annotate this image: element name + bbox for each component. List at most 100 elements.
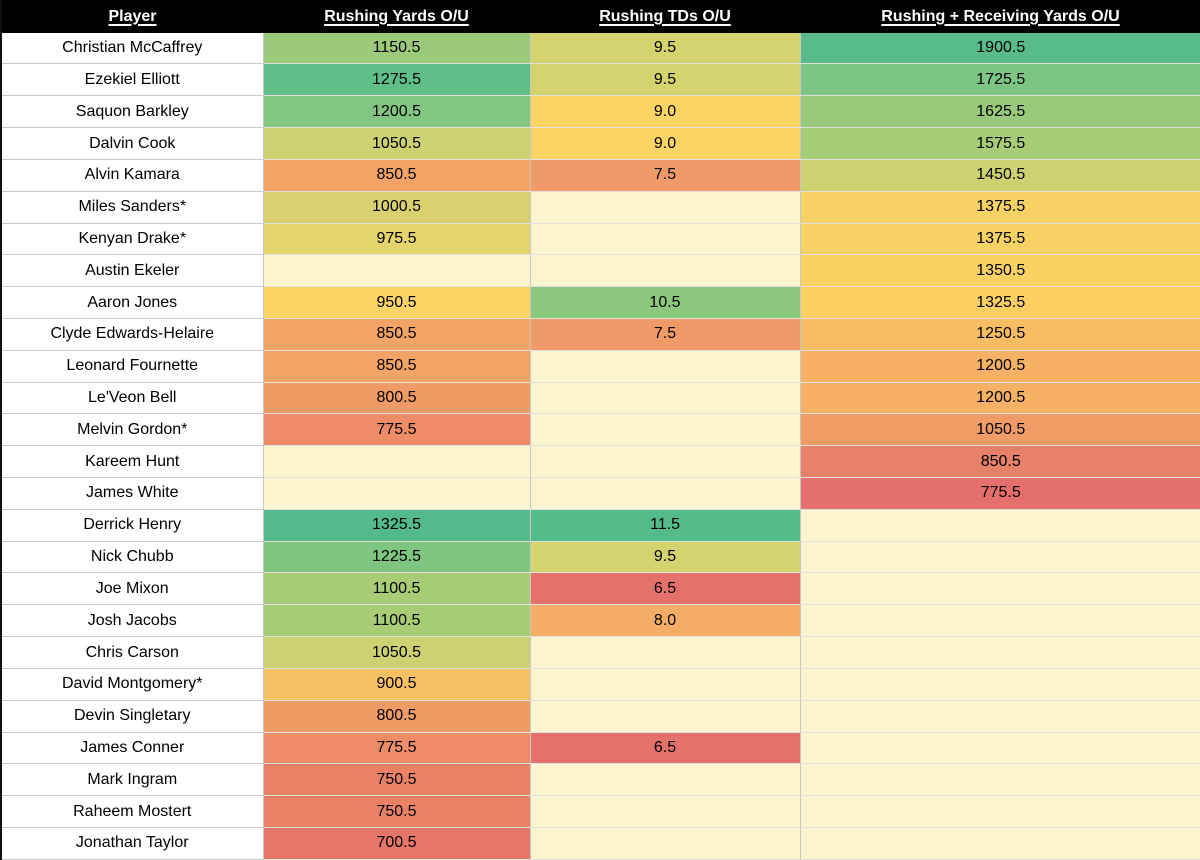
rushing-tds-cell[interactable] (529, 254, 800, 288)
rushing-receiving-yards-cell[interactable] (799, 700, 1200, 733)
rushing-yards-cell[interactable]: 750.5 (262, 763, 530, 797)
rushing-tds-cell[interactable] (529, 445, 800, 479)
rushing-receiving-yards-cell[interactable]: 1325.5 (799, 286, 1200, 319)
player-name-cell[interactable]: Jonathan Taylor (1, 827, 263, 860)
rushing-tds-cell[interactable] (529, 350, 800, 383)
column-header-rushing-tds[interactable]: Rushing TDs O/U (530, 0, 800, 33)
rushing-receiving-yards-cell[interactable]: 1200.5 (799, 350, 1200, 383)
rushing-tds-cell[interactable] (529, 763, 800, 797)
rushing-yards-cell[interactable]: 1325.5 (262, 509, 530, 542)
rushing-tds-cell[interactable] (529, 382, 800, 415)
rushing-tds-cell[interactable] (529, 477, 800, 510)
player-name-cell[interactable]: Ezekiel Elliott (1, 63, 263, 97)
rushing-receiving-yards-cell[interactable]: 1900.5 (799, 33, 1200, 65)
rushing-tds-cell[interactable] (529, 668, 800, 701)
player-name-cell[interactable]: Josh Jacobs (1, 604, 263, 638)
player-name-cell[interactable]: Le'Veon Bell (1, 382, 263, 415)
rushing-tds-cell[interactable]: 9.5 (529, 541, 800, 574)
rushing-tds-cell[interactable] (529, 827, 800, 860)
player-name-cell[interactable]: Leonard Fournette (1, 350, 263, 383)
rushing-yards-cell[interactable]: 1200.5 (262, 95, 530, 129)
rushing-yards-cell[interactable]: 850.5 (262, 159, 530, 192)
player-name-cell[interactable]: David Montgomery* (1, 668, 263, 701)
player-name-cell[interactable]: Chris Carson (1, 636, 263, 669)
rushing-receiving-yards-cell[interactable] (799, 636, 1200, 669)
player-name-cell[interactable]: Aaron Jones (1, 286, 263, 319)
rushing-tds-cell[interactable]: 8.0 (529, 604, 800, 638)
rushing-receiving-yards-cell[interactable] (799, 763, 1200, 797)
player-name-cell[interactable]: Mark Ingram (1, 763, 263, 797)
player-name-cell[interactable]: Christian McCaffrey (1, 33, 263, 65)
player-name-cell[interactable]: Kenyan Drake* (1, 223, 263, 256)
player-name-cell[interactable]: Raheem Mostert (1, 795, 263, 828)
rushing-yards-cell[interactable]: 850.5 (262, 318, 530, 351)
rushing-receiving-yards-cell[interactable] (799, 572, 1200, 606)
rushing-yards-cell[interactable]: 700.5 (262, 827, 530, 860)
rushing-yards-cell[interactable]: 1225.5 (262, 541, 530, 574)
rushing-tds-cell[interactable]: 6.5 (529, 732, 800, 765)
player-name-cell[interactable]: James Conner (1, 732, 263, 765)
player-name-cell[interactable]: Nick Chubb (1, 541, 263, 574)
rushing-receiving-yards-cell[interactable]: 1375.5 (799, 191, 1200, 224)
player-name-cell[interactable]: Clyde Edwards-Helaire (1, 318, 263, 351)
rushing-yards-cell[interactable]: 750.5 (262, 795, 530, 828)
rushing-tds-cell[interactable] (529, 636, 800, 669)
rushing-receiving-yards-cell[interactable] (799, 668, 1200, 701)
rushing-yards-cell[interactable]: 950.5 (262, 286, 530, 319)
rushing-receiving-yards-cell[interactable]: 1050.5 (799, 413, 1200, 447)
rushing-receiving-yards-cell[interactable]: 1250.5 (799, 318, 1200, 351)
rushing-receiving-yards-cell[interactable] (799, 827, 1200, 860)
rushing-tds-cell[interactable]: 9.0 (529, 95, 800, 129)
rushing-receiving-yards-cell[interactable]: 1350.5 (799, 254, 1200, 288)
rushing-receiving-yards-cell[interactable]: 1575.5 (799, 127, 1200, 160)
rushing-receiving-yards-cell[interactable]: 1375.5 (799, 223, 1200, 256)
column-header-player[interactable]: Player (1, 0, 263, 33)
rushing-receiving-yards-cell[interactable] (799, 795, 1200, 828)
rushing-tds-cell[interactable]: 9.5 (529, 63, 800, 97)
rushing-receiving-yards-cell[interactable] (799, 732, 1200, 765)
player-name-cell[interactable]: Austin Ekeler (1, 254, 263, 288)
rushing-receiving-yards-cell[interactable]: 1625.5 (799, 95, 1200, 129)
column-header-rushing-yards[interactable]: Rushing Yards O/U (263, 0, 530, 33)
player-name-cell[interactable]: Devin Singletary (1, 700, 263, 733)
rushing-tds-cell[interactable]: 10.5 (529, 286, 800, 319)
rushing-yards-cell[interactable]: 1150.5 (262, 33, 530, 65)
rushing-yards-cell[interactable]: 1050.5 (262, 127, 530, 160)
rushing-receiving-yards-cell[interactable] (799, 604, 1200, 638)
rushing-tds-cell[interactable]: 7.5 (529, 318, 800, 351)
rushing-yards-cell[interactable]: 800.5 (262, 382, 530, 415)
rushing-tds-cell[interactable]: 9.5 (529, 33, 800, 65)
rushing-receiving-yards-cell[interactable] (799, 541, 1200, 574)
rushing-yards-cell[interactable]: 775.5 (262, 413, 530, 447)
rushing-yards-cell[interactable]: 800.5 (262, 700, 530, 733)
rushing-yards-cell[interactable]: 775.5 (262, 732, 530, 765)
rushing-yards-cell[interactable]: 1000.5 (262, 191, 530, 224)
player-name-cell[interactable]: Saquon Barkley (1, 95, 263, 129)
rushing-yards-cell[interactable]: 975.5 (262, 223, 530, 256)
rushing-receiving-yards-cell[interactable]: 850.5 (799, 445, 1200, 479)
rushing-tds-cell[interactable] (529, 223, 800, 256)
player-name-cell[interactable]: Miles Sanders* (1, 191, 263, 224)
column-header-rushing-receiving-yards[interactable]: Rushing + Receiving Yards O/U (800, 0, 1200, 33)
rushing-yards-cell[interactable] (262, 477, 530, 510)
rushing-tds-cell[interactable]: 9.0 (529, 127, 800, 160)
rushing-tds-cell[interactable] (529, 795, 800, 828)
player-name-cell[interactable]: Dalvin Cook (1, 127, 263, 160)
rushing-tds-cell[interactable] (529, 700, 800, 733)
rushing-yards-cell[interactable]: 1275.5 (262, 63, 530, 97)
rushing-yards-cell[interactable]: 850.5 (262, 350, 530, 383)
player-name-cell[interactable]: Alvin Kamara (1, 159, 263, 192)
rushing-yards-cell[interactable] (262, 254, 530, 288)
player-name-cell[interactable]: Derrick Henry (1, 509, 263, 542)
rushing-tds-cell[interactable]: 6.5 (529, 572, 800, 606)
rushing-yards-cell[interactable]: 1100.5 (262, 572, 530, 606)
rushing-receiving-yards-cell[interactable]: 775.5 (799, 477, 1200, 510)
rushing-tds-cell[interactable] (529, 191, 800, 224)
rushing-receiving-yards-cell[interactable]: 1450.5 (799, 159, 1200, 192)
player-name-cell[interactable]: Melvin Gordon* (1, 413, 263, 447)
player-name-cell[interactable]: James White (1, 477, 263, 510)
rushing-tds-cell[interactable]: 11.5 (529, 509, 800, 542)
player-name-cell[interactable]: Joe Mixon (1, 572, 263, 606)
rushing-yards-cell[interactable]: 900.5 (262, 668, 530, 701)
rushing-yards-cell[interactable]: 1050.5 (262, 636, 530, 669)
